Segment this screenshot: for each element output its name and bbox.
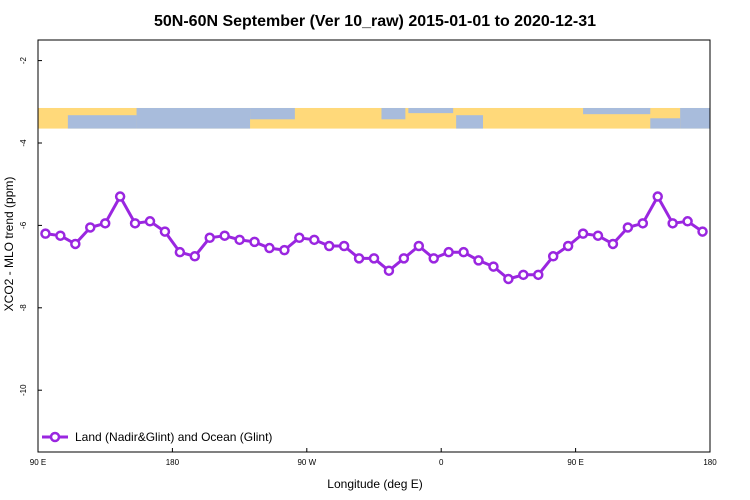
map-strip-ocean [250,107,295,120]
data-point [428,253,439,264]
data-point [458,246,469,258]
data-point [518,269,529,281]
x-tick-label: 90 E [567,458,583,467]
data-point [114,191,126,202]
data-point [204,232,215,244]
legend-marker [49,431,61,443]
map-strip-ocean [136,107,251,129]
data-point [667,218,678,229]
data-point [607,238,619,250]
data-point [637,218,649,229]
map-strip [38,107,710,129]
map-strip-ocean [381,107,406,120]
data-point [368,253,380,264]
x-tick-label: 180 [166,458,180,467]
data-point [577,228,589,239]
map-strip-ocean [650,118,681,129]
data-point [353,253,365,264]
data-point [174,246,186,258]
data-point [622,222,634,233]
series-layer [40,191,708,285]
x-tick-label: 90 W [297,458,316,467]
map-strip-ocean [680,107,710,129]
data-point [413,240,425,252]
data-point [129,218,141,229]
data-point [652,191,663,202]
data-point [398,253,410,264]
data-point [697,226,708,237]
x-axis-label: Longitude (deg E) [327,477,422,491]
data-point [294,232,305,244]
data-point [503,273,514,285]
data-point [234,234,245,246]
data-point [592,230,604,241]
data-point [264,242,275,254]
data-point [159,226,171,237]
x-tick-label: 0 [439,458,444,467]
axis-ticks: 90 E 180 90 W 0 90 E 180 -2 -4 -6 -8 -10 [19,56,717,467]
data-point [189,251,201,262]
data-point [323,240,335,252]
data-point [99,218,111,229]
data-point [249,236,260,248]
chart-title: 50N-60N September (Ver 10_raw) 2015-01-0… [154,13,596,30]
data-point [219,230,230,241]
data-point [144,216,156,227]
data-point [70,238,81,250]
map-strip-ocean [408,107,454,114]
plot-frame [37,39,711,453]
data-point [562,240,574,252]
y-axis-label: XCO2 - MLO trend (ppm) [2,177,16,312]
x-tick-label: 180 [703,458,717,467]
data-point [443,246,454,258]
map-strip-ocean [456,115,484,129]
legend: Land (Nadir&Glint) and Ocean (Glint) [42,430,272,444]
y-tick-label: -10 [19,384,28,396]
data-point [383,265,395,276]
y-tick-label: -2 [19,56,28,64]
data-point [473,255,484,266]
data-point [40,228,51,239]
x-tick-label: 90 E [30,458,46,467]
data-point [85,222,96,233]
data-point [309,234,320,246]
y-tick-label: -6 [19,221,28,229]
legend-label: Land (Nadir&Glint) and Ocean (Glint) [75,430,272,444]
y-tick-label: -4 [19,139,28,147]
y-tick-label: -8 [19,304,28,312]
data-point [533,269,544,281]
data-point [682,216,693,227]
map-strip-ocean [67,115,137,129]
data-point [547,251,559,262]
data-point [488,261,499,272]
data-point [279,244,290,256]
map-strip-ocean [583,107,651,115]
data-point [55,230,66,241]
data-point [338,240,350,252]
